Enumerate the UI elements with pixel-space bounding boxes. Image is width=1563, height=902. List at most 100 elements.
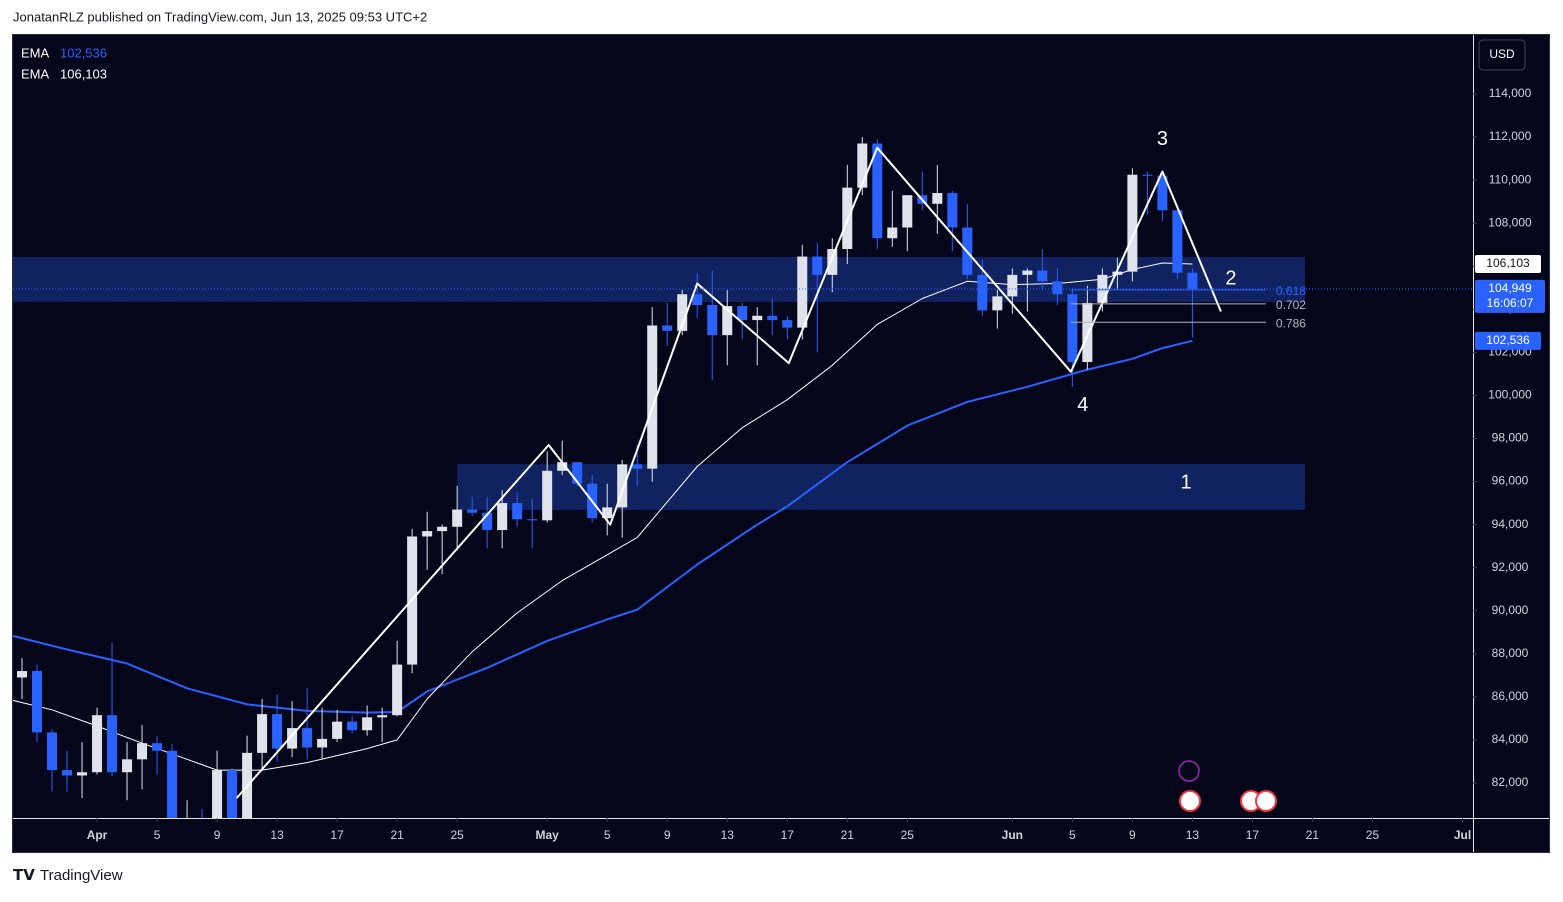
candle-body (887, 227, 898, 239)
y-tick-label: 88,000 (1492, 646, 1529, 660)
candle-body (797, 256, 808, 328)
candle-body (1157, 175, 1168, 211)
candle-body (362, 717, 373, 731)
candle-body (707, 305, 718, 336)
candle-body (692, 294, 703, 306)
footer[interactable]: TradingView (40, 867, 123, 884)
candle-body (287, 728, 298, 749)
candle-body (902, 195, 913, 228)
zigzag-line (235, 146, 1222, 799)
price-badge-label: 102,536 (1486, 333, 1530, 347)
candle-body (1187, 272, 1198, 289)
candle-body (632, 464, 643, 469)
candle-body (2, 671, 12, 677)
candle-body (572, 462, 583, 484)
candle-body (512, 503, 523, 520)
x-tick-label: 21 (841, 828, 855, 842)
price-badge (1475, 255, 1541, 274)
price-badge-label: 104,949 (1488, 281, 1532, 295)
x-tick-label: 9 (664, 828, 671, 842)
x-tick-label: Apr (87, 828, 108, 842)
event-icon[interactable] (1255, 790, 1277, 812)
x-tick-label: Jul (1454, 828, 1471, 842)
candle-body (347, 721, 358, 731)
candle-body (662, 325, 673, 331)
candle-body (422, 531, 433, 537)
candle-body (452, 509, 463, 527)
x-tick-label: 25 (901, 828, 915, 842)
candle-body (137, 743, 148, 760)
x-tick-label: Jun (1002, 828, 1023, 842)
candle-body (767, 315, 778, 321)
candle-body (1127, 174, 1138, 272)
wave-label: 3 (1157, 128, 1168, 150)
candle-body (152, 743, 163, 751)
candle-body (497, 503, 508, 531)
ema-line (13, 339, 1193, 714)
candle-body (782, 320, 793, 328)
wave-label: 2 (1225, 268, 1236, 290)
candle-body (107, 715, 118, 773)
legend-label: EMA (21, 45, 50, 60)
legend-value: 102,536 (60, 45, 107, 60)
x-tick-label: 25 (1366, 828, 1380, 842)
event-icons[interactable] (1178, 760, 1277, 812)
x-tick-label: 13 (721, 828, 735, 842)
candle-body (272, 714, 283, 749)
legend-value: 106,103 (60, 66, 107, 81)
y-tick-label: 100,000 (1488, 388, 1532, 402)
y-tick-label: 96,000 (1492, 474, 1529, 488)
event-icon[interactable] (1179, 790, 1201, 812)
y-tick-label: 108,000 (1488, 215, 1532, 229)
event-icon[interactable] (1178, 760, 1200, 782)
x-tick-label: 5 (604, 828, 611, 842)
candle-body (257, 714, 268, 753)
x-tick-label: 5 (1069, 828, 1076, 842)
candle-body (1037, 270, 1048, 282)
candle-body (857, 143, 868, 188)
y-tick-label: 114,000 (1489, 86, 1532, 100)
currency-box[interactable] (1478, 39, 1526, 71)
x-tick-label: 17 (781, 828, 795, 842)
x-tick-label: 9 (214, 828, 221, 842)
y-tick-label: 84,000 (1492, 732, 1529, 746)
fib-label: 0.786 (1276, 316, 1306, 330)
zone (457, 464, 1305, 510)
y-tick-label: 98,000 (1492, 431, 1529, 445)
zone (13, 256, 1305, 302)
y-tick-label: 112,000 (1489, 129, 1532, 143)
header: JonatanRLZ published on TradingView.com,… (13, 9, 427, 24)
candle-body (1052, 281, 1063, 295)
candle-body (1022, 270, 1033, 275)
candle-body (302, 728, 313, 748)
candle-body (32, 671, 43, 733)
logo-mark: 𝗧𝗩 (13, 867, 35, 884)
wave-label: 1 (1180, 471, 1191, 493)
candle-body (872, 143, 883, 239)
candle-body (1142, 174, 1153, 176)
candle-body (977, 274, 988, 311)
candle-body (677, 294, 688, 331)
x-tick-label: 21 (1306, 828, 1320, 842)
x-tick-label: 17 (1246, 828, 1260, 842)
candle-body (467, 509, 478, 513)
price-badge-label: 106,103 (1486, 256, 1530, 270)
candle-body (122, 759, 133, 773)
candle-body (992, 296, 1003, 311)
fib-label: 0.702 (1276, 298, 1306, 312)
currency: USD (1489, 47, 1515, 61)
y-tick-label: 90,000 (1492, 603, 1529, 617)
x-tick-label: 21 (390, 828, 404, 842)
candle-body (317, 738, 328, 748)
candle-body (92, 715, 103, 773)
x-tick-label: 13 (1186, 828, 1200, 842)
candle-body (62, 770, 73, 776)
candle-body (557, 462, 568, 471)
candle-body (227, 770, 238, 818)
y-tick-label: 94,000 (1492, 517, 1529, 531)
candle-body (1172, 210, 1183, 273)
candle-body (1082, 302, 1093, 363)
